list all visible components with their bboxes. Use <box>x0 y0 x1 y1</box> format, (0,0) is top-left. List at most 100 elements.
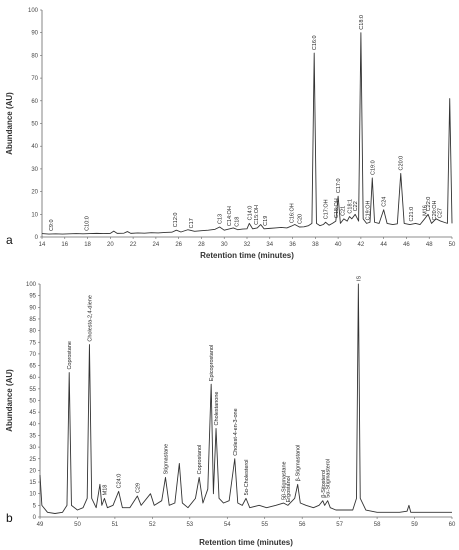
x-tick-label: 55 <box>261 522 268 528</box>
peak-label: C21 <box>341 206 347 216</box>
y-tick-label: 40 <box>29 422 36 428</box>
panel-label: a <box>6 233 13 247</box>
peak-label: Ergostanol <box>286 476 292 502</box>
x-axis-label: Retention time (minutes) <box>200 251 294 260</box>
x-tick-label: 60 <box>449 522 456 528</box>
y-tick-label: 40 <box>31 144 38 150</box>
x-tick-label: 49 <box>37 522 44 528</box>
y-tick-label: 20 <box>29 468 36 474</box>
chromatogram-panel-a: 0 10 20 30 40 50 60 70 80 90 100 14 16 18 20 22 24 26 28 30… <box>5 8 456 260</box>
x-tick-label: 24 <box>153 242 160 248</box>
y-tick-label: 90 <box>31 31 38 37</box>
peak-label: C13 <box>218 214 224 224</box>
peak-label: M16 <box>423 205 429 216</box>
y-tick-label: 50 <box>31 122 38 128</box>
peak-label: C14:OH <box>227 206 233 226</box>
peak-label: C15:OH <box>254 205 260 225</box>
y-tick-label: 100 <box>28 8 39 14</box>
y-tick-label: 0 <box>35 235 39 241</box>
x-tick-label: 59 <box>411 522 418 528</box>
peak-label: C17:OH <box>324 199 330 219</box>
x-tick-label: 50 <box>449 242 456 248</box>
x-tick-label: 16 <box>61 242 68 248</box>
x-tick-label: 30 <box>221 242 228 248</box>
peak-label: C22 <box>353 201 359 211</box>
y-tick-label: 5 <box>33 503 37 509</box>
y-tick-label: 0 <box>33 515 37 521</box>
y-tick-label: 60 <box>31 99 38 105</box>
y-tick-label: 15 <box>29 480 36 486</box>
peak-label: Coprostanol <box>197 445 203 475</box>
x-tick-label: 34 <box>266 242 273 248</box>
peak-label: C19:0 <box>370 160 376 175</box>
y-tick-label: 20 <box>31 190 38 196</box>
y-tick-label: 30 <box>29 445 36 451</box>
y-tick-label: 50 <box>29 399 36 405</box>
peak-label: C24:0 <box>117 474 123 489</box>
y-tick-label: 10 <box>31 212 38 218</box>
peak-label: β-Sitosterol <box>321 470 327 498</box>
x-tick-label: 54 <box>224 522 231 528</box>
y-tick-label: 55 <box>29 387 36 393</box>
peak-label: C20:OH <box>432 200 438 220</box>
peak-label: C16:OH <box>289 203 295 223</box>
y-tick-label: 35 <box>29 433 36 439</box>
y-tick-label: 30 <box>31 167 38 173</box>
peak-label: C17:0 <box>336 178 342 193</box>
x-tick-label: 48 <box>426 242 433 248</box>
x-tick-label: 32 <box>244 242 251 248</box>
y-tick-label: 75 <box>29 340 36 346</box>
panel-label: b <box>6 511 13 525</box>
chromatogram-trace <box>39 283 452 514</box>
peak-label: C18 <box>235 217 241 227</box>
y-tick-label: 70 <box>31 76 38 82</box>
peak-label: C9:0 <box>49 219 55 231</box>
peak-label: C21:0 <box>409 207 415 222</box>
x-tick-label: 50 <box>74 522 81 528</box>
y-tick-label: 100 <box>26 282 37 288</box>
x-tick-label: 57 <box>336 522 343 528</box>
y-tick-label: 80 <box>31 53 38 59</box>
x-tick-label: 51 <box>112 522 119 528</box>
y-tick-label: 85 <box>29 317 36 323</box>
x-tick-label: 52 <box>149 522 156 528</box>
peak-label: C18:OH <box>334 198 340 218</box>
peak-label: Cholesta-2,4-diene <box>87 295 93 341</box>
peak-label: C16:0 <box>312 35 318 50</box>
y-axis-label: Abundance (AU) <box>5 369 14 432</box>
y-tick-label: 90 <box>29 305 36 311</box>
x-tick-label: 44 <box>380 242 387 248</box>
x-tick-label: 26 <box>175 242 182 248</box>
x-tick-label: 56 <box>299 522 306 528</box>
peak-label: C19:OH <box>366 200 372 220</box>
peak-label: Coprostane <box>67 341 73 369</box>
x-tick-label: 53 <box>186 522 193 528</box>
x-tick-label: 20 <box>107 242 114 248</box>
y-tick-label: 25 <box>29 457 36 463</box>
x-tick-label: 40 <box>335 242 342 248</box>
peak-label: Epicoprostanol <box>209 345 215 381</box>
peak-label: C14:0 <box>247 206 253 221</box>
y-tick-label: 65 <box>29 364 36 370</box>
y-tick-label: 80 <box>29 329 36 335</box>
x-tick-label: 46 <box>403 242 410 248</box>
x-tick-label: 58 <box>374 522 381 528</box>
peak-label: C29 <box>135 483 141 493</box>
y-tick-label: 45 <box>29 410 36 416</box>
peak-label: Stigmastane <box>163 444 169 475</box>
peak-label: β-Stigmastanol <box>296 445 302 482</box>
peak-label: 5α-Stigmasterol <box>326 459 332 498</box>
peak-label: C18:0 <box>359 15 365 30</box>
y-tick-label: 95 <box>29 294 36 300</box>
peak-label: 5α-Cholesterol <box>244 459 250 495</box>
peak-label: C10:0 <box>84 216 90 231</box>
peak-label: C17 <box>189 218 195 228</box>
x-tick-label: 18 <box>84 242 91 248</box>
peak-label: C19 <box>263 216 269 226</box>
peak-label: C20 <box>297 214 303 224</box>
peak-label: 5β-Stigmastane <box>281 461 287 500</box>
peak-label: Cholestanone <box>214 392 220 426</box>
y-tick-label: 60 <box>29 375 36 381</box>
peak-label: C27 <box>437 208 443 218</box>
